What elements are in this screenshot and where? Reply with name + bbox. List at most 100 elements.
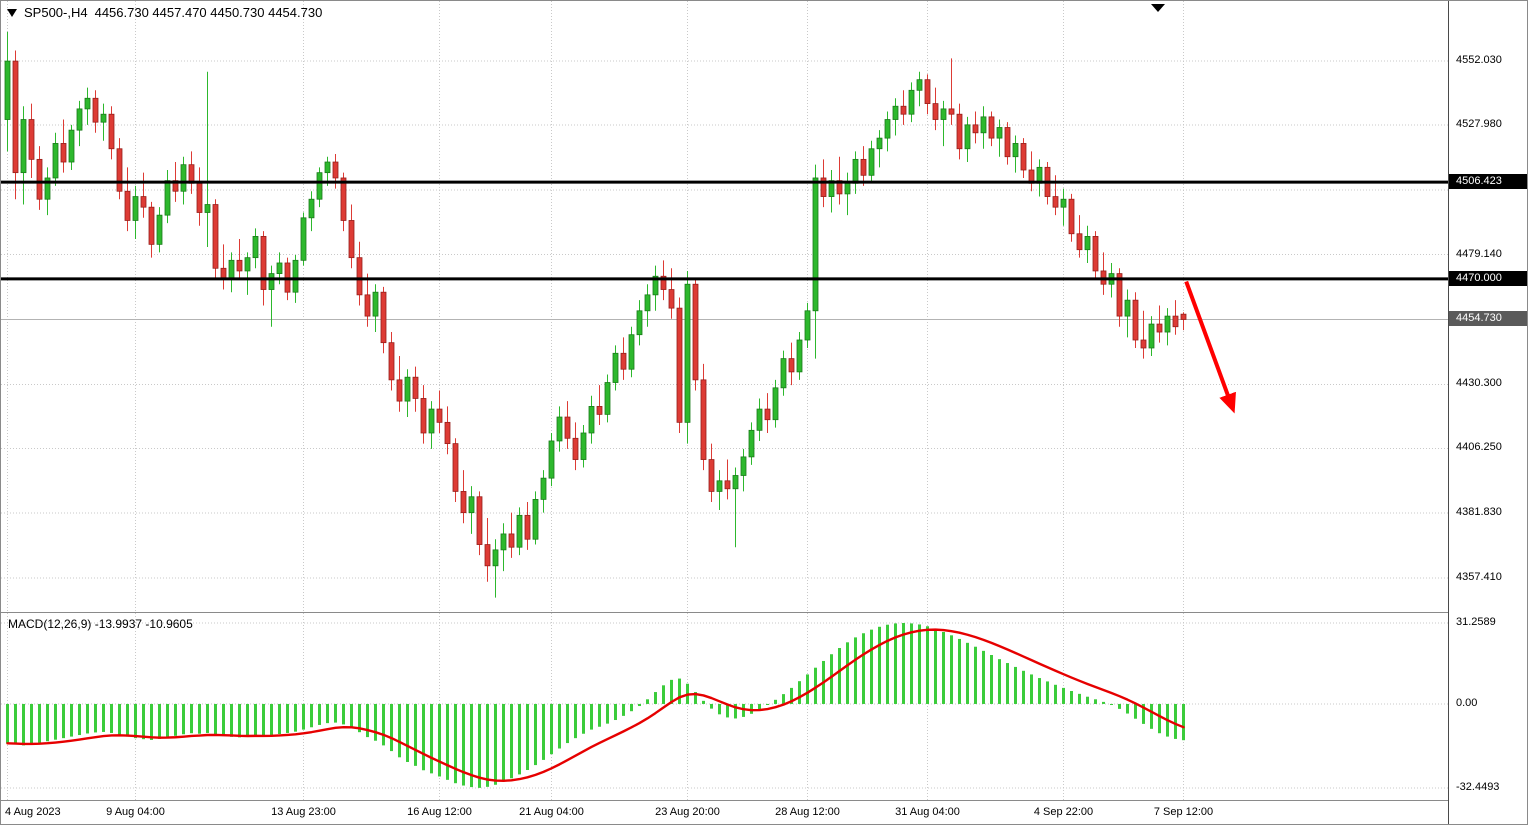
candle-up [1084, 236, 1091, 251]
macd-histogram-bar [390, 703, 393, 752]
macd-histogram-bar [678, 678, 681, 704]
candle-down [1004, 127, 1011, 158]
macd-histogram-bar [646, 699, 649, 704]
macd-histogram-bar [70, 703, 73, 737]
macd-histogram-bar [270, 703, 273, 736]
candle-up [908, 89, 915, 115]
time-tick-label: 9 Aug 04:00 [106, 806, 165, 818]
candle-up [52, 143, 59, 179]
time-tick-label: 4 Sep 22:00 [1033, 806, 1094, 818]
macd-histogram-bar [726, 703, 729, 718]
candle-down [380, 291, 387, 344]
candle-up [828, 180, 835, 197]
candle-up [804, 310, 811, 341]
candle-down [932, 103, 939, 120]
trend-arrow[interactable] [1184, 280, 1236, 414]
candle-up [844, 182, 851, 195]
price-pane[interactable] [1, 1, 1448, 613]
candle-down [444, 421, 451, 445]
macd-histogram-bar [1070, 691, 1073, 704]
candle-down [1068, 198, 1075, 235]
macd-histogram-bar [190, 703, 193, 734]
candle-up [76, 108, 83, 131]
macd-histogram-bar [718, 703, 721, 715]
candle-down [476, 496, 483, 545]
candle-down [1132, 299, 1139, 341]
time-axis-divider [1, 800, 1527, 801]
macd-histogram-bar [438, 703, 441, 777]
macd-histogram-bar [494, 703, 497, 785]
macd-histogram-bar [1158, 703, 1161, 734]
candle-down [12, 60, 19, 174]
candle-down [36, 158, 43, 200]
candle-down [348, 220, 355, 259]
price-axis[interactable]: 4552.030 4527.980 4479.140 4430.300 4406.250… [1448, 1, 1527, 824]
candle-down [620, 352, 627, 370]
macd-histogram-bar [182, 703, 185, 735]
candle-up [68, 129, 75, 163]
candle-down [724, 480, 731, 490]
candle-up [540, 477, 547, 500]
pane-divider[interactable] [1, 612, 1527, 613]
candle-up [812, 177, 819, 312]
macd-histogram-bar [806, 674, 809, 704]
candle-up [276, 262, 283, 274]
macd-histogram-bar [118, 703, 121, 735]
macd-histogram-bar [350, 703, 353, 728]
macd-histogram-bar [574, 703, 577, 739]
candle-down [188, 164, 195, 184]
candle-down [764, 408, 771, 421]
macd-histogram-bar [318, 703, 321, 725]
macd-histogram-bar [46, 703, 49, 742]
candle-up [44, 177, 51, 200]
candle-up [628, 334, 635, 370]
macd-pane[interactable] [1, 613, 1448, 801]
candle-down [412, 376, 419, 399]
candle-up [940, 108, 947, 120]
macd-histogram-bar [670, 679, 673, 704]
time-axis[interactable]: 4 Aug 2023 9 Aug 04:00 13 Aug 23:00 16 Aug … [1, 801, 1448, 824]
macd-histogram-bar [1150, 703, 1153, 729]
macd-histogram-bar [934, 628, 937, 704]
macd-histogram-bar [1038, 678, 1041, 704]
macd-histogram-bar [406, 703, 409, 762]
macd-histogram-bar [966, 642, 969, 704]
price-tick-label: 4552.030 [1456, 54, 1502, 66]
chart-shift-marker-icon[interactable] [1151, 4, 1165, 12]
macd-histogram-bar [286, 703, 289, 733]
candle-down [524, 514, 531, 540]
macd-histogram-bar [750, 703, 753, 714]
macd-histogram-bar [86, 703, 89, 734]
macd-histogram-bar [102, 703, 105, 732]
candle-up [852, 158, 859, 184]
macd-histogram-bar [918, 624, 921, 704]
macd-histogram-bar [382, 703, 385, 746]
candle-down [860, 158, 867, 176]
level-price-badge: 4506.423 [1449, 174, 1527, 190]
candle-up [268, 273, 275, 290]
macd-histogram-bar [782, 694, 785, 704]
macd-histogram-bar [294, 703, 297, 732]
candle-down [676, 307, 683, 423]
macd-histogram-bar [1174, 703, 1177, 739]
macd-histogram-bar [582, 703, 585, 734]
candle-up [796, 339, 803, 373]
candle-down [116, 148, 123, 192]
time-tick-label: 23 Aug 20:00 [655, 806, 720, 818]
candle-up [756, 408, 763, 431]
candle-up [588, 406, 595, 434]
price-tick-label: 4406.250 [1456, 441, 1502, 454]
candle-down [1156, 323, 1163, 333]
macd-histogram-bar [54, 703, 57, 740]
macd-histogram-bar [702, 700, 705, 704]
candle-down [1116, 273, 1123, 317]
macd-histogram-bar [230, 703, 233, 737]
candle-up [644, 294, 651, 312]
candle-down [92, 97, 99, 123]
candle-down [692, 283, 699, 381]
candle-down [820, 177, 827, 197]
candle-up [132, 196, 139, 221]
candle-down [788, 358, 795, 373]
macd-histogram-bar [558, 703, 561, 749]
